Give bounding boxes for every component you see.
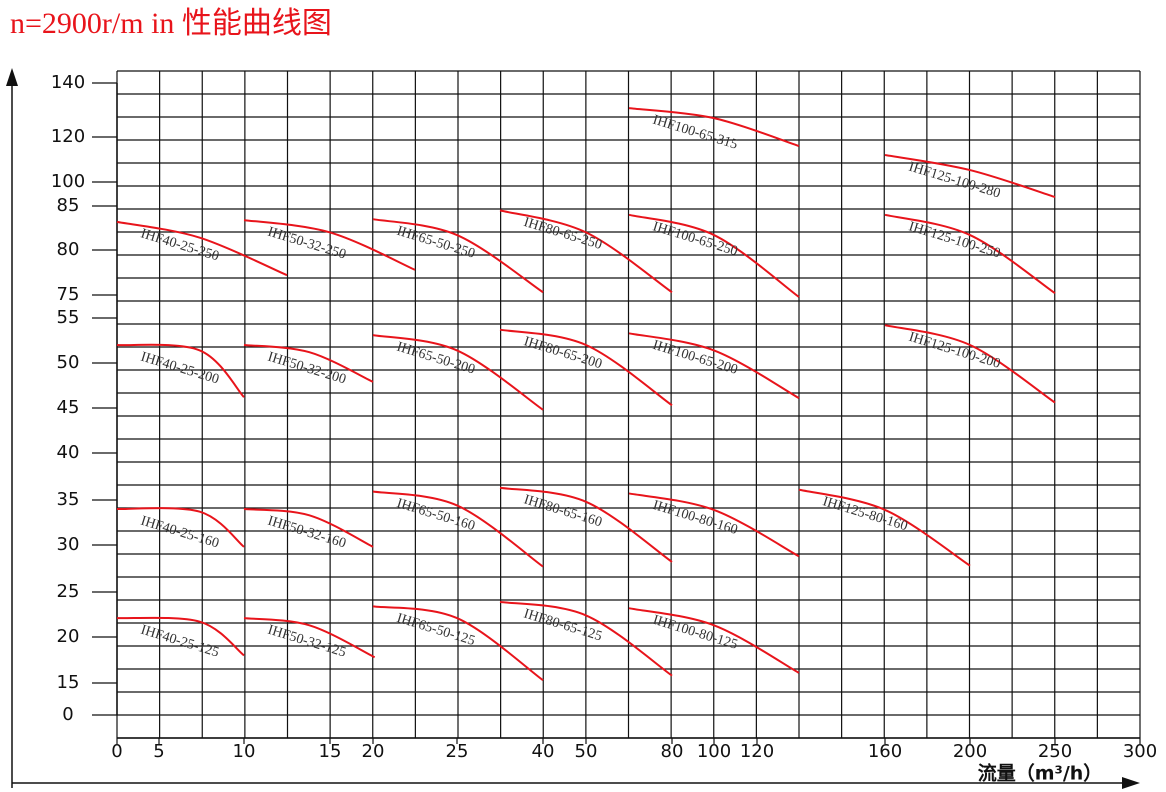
x-tick-label: 50 xyxy=(575,741,598,762)
curve xyxy=(628,213,800,298)
x-tick-label: 15 xyxy=(319,741,342,762)
y-tick-label: 30 xyxy=(57,534,80,555)
curve xyxy=(372,218,544,294)
y-tick-label: 15 xyxy=(57,672,80,693)
curve-label: IHF100-65-250 xyxy=(651,219,739,259)
curve xyxy=(243,617,376,659)
chart-title: n=2900r/m in 性能曲线图 xyxy=(10,7,332,40)
curve-label: IHF125-80-160 xyxy=(821,494,909,534)
curve-label: IHF100-65-315 xyxy=(651,113,739,153)
x-tick-label: 20 xyxy=(362,741,385,762)
x-tick-label: 5 xyxy=(153,741,164,762)
curve xyxy=(884,324,1056,404)
curve xyxy=(116,220,288,277)
x-tick-label: 300 xyxy=(1123,741,1157,762)
y-tick-label: 75 xyxy=(57,284,80,305)
y-tick-label: 50 xyxy=(57,352,80,373)
y-tick-label: 0 xyxy=(62,704,73,725)
x-tick-label: 250 xyxy=(1038,741,1072,762)
curve xyxy=(884,154,1056,198)
curve xyxy=(243,508,374,548)
x-tick-label: 25 xyxy=(446,741,469,762)
x-arrow-head xyxy=(1122,777,1140,789)
curve xyxy=(628,107,800,147)
x-tick-label: 0 xyxy=(111,741,122,762)
curve xyxy=(372,605,544,682)
curve xyxy=(243,344,374,383)
curve-label: IHF50-32-125 xyxy=(266,623,348,661)
y-tick-label: 80 xyxy=(57,239,80,260)
x-tick-label: 40 xyxy=(532,741,555,762)
curve-label: IHF65-50-160 xyxy=(395,496,477,534)
curve-label: IHF65-50-250 xyxy=(395,224,477,262)
curve-label: IHF50-32-200 xyxy=(266,350,348,388)
curve xyxy=(116,616,245,657)
x-tick-label: 120 xyxy=(740,741,774,762)
y-tick-label: 40 xyxy=(57,442,80,463)
curve xyxy=(499,209,673,294)
curve xyxy=(372,490,544,568)
curve xyxy=(884,213,1056,295)
curve-label: IHF80-65-160 xyxy=(522,492,604,530)
curve xyxy=(116,507,245,548)
curve xyxy=(372,334,544,411)
curve-label: IHF50-32-160 xyxy=(266,514,348,552)
y-arrow-head xyxy=(6,68,18,86)
curve-label: IHF80-65-250 xyxy=(522,215,604,253)
y-tick-label: 120 xyxy=(51,126,85,147)
curve xyxy=(499,600,673,677)
curve xyxy=(628,332,800,399)
y-tick-label: 45 xyxy=(57,397,80,418)
curve xyxy=(628,492,800,558)
x-tick-label: 10 xyxy=(233,741,256,762)
curve-label: IHF40-25-160 xyxy=(139,514,221,552)
curve-label: IHF80-65-200 xyxy=(522,334,604,372)
curve xyxy=(628,607,800,674)
curve-label: IHF40-25-125 xyxy=(139,623,221,661)
curve xyxy=(499,328,673,407)
y-tick-label: 25 xyxy=(57,581,80,602)
curve-label: IHF65-50-200 xyxy=(395,340,477,378)
y-tick-label: 100 xyxy=(51,171,85,192)
x-tick-label: 100 xyxy=(697,741,731,762)
y-tick-label: 35 xyxy=(57,489,80,510)
y-tick-label: 20 xyxy=(57,626,80,647)
x-tick-label: 80 xyxy=(661,741,684,762)
curve-label: IHF125-100-200 xyxy=(907,330,1002,372)
curve-label: IHF50-32-250 xyxy=(266,225,348,263)
x-tick-label: 160 xyxy=(868,741,902,762)
curve xyxy=(243,219,416,271)
x-axis-label: 流量（m³/h） xyxy=(978,762,1103,785)
curve xyxy=(499,486,673,563)
curve-label: IHF80-65-125 xyxy=(522,606,604,644)
curve xyxy=(798,488,971,567)
curve xyxy=(116,343,245,398)
x-tick-label: 200 xyxy=(953,741,987,762)
y-tick-label: 140 xyxy=(51,72,85,93)
y-tick-label: 85 xyxy=(57,195,80,216)
curve-label: IHF65-50-125 xyxy=(395,611,477,649)
y-tick-label: 55 xyxy=(57,307,80,328)
